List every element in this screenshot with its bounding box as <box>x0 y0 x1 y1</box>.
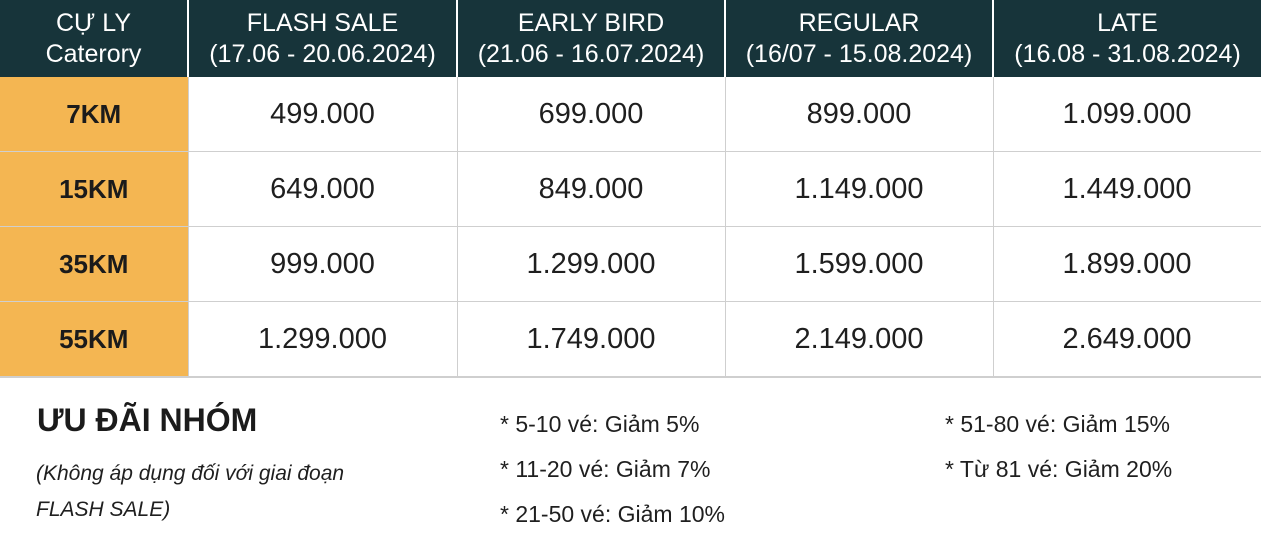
discount-list-left: * 5-10 vé: Giảm 5% * 11-20 vé: Giảm 7% *… <box>500 402 725 537</box>
price-cell: 1.149.000 <box>724 151 994 227</box>
phase-name: LATE <box>1097 8 1158 37</box>
price-cell: 1.099.000 <box>992 77 1261 152</box>
distance-cell: 55KM <box>0 301 189 377</box>
header-category-line1: CỰ LY <box>55 8 132 37</box>
distance-cell: 7KM <box>0 77 189 152</box>
price-cell: 2.649.000 <box>992 301 1261 377</box>
phase-dates: (16/07 - 15.08.2024) <box>745 39 973 68</box>
price-cell: 899.000 <box>724 77 994 152</box>
discount-list-right: * 51-80 vé: Giảm 15% * Từ 81 vé: Giảm 20… <box>945 402 1172 492</box>
price-cell: 699.000 <box>456 77 726 152</box>
price-cell: 1.449.000 <box>992 151 1261 227</box>
table-row: 35KM 999.000 1.299.000 1.599.000 1.899.0… <box>0 226 1261 302</box>
discount-item: * 11-20 vé: Giảm 7% <box>500 456 711 482</box>
header-early-bird: EARLY BIRD (21.06 - 16.07.2024) <box>457 0 726 77</box>
phase-dates: (17.06 - 20.06.2024) <box>209 39 436 68</box>
phase-name: EARLY BIRD <box>517 8 665 37</box>
phase-dates: (16.08 - 31.08.2024) <box>1014 39 1241 68</box>
distance-cell: 35KM <box>0 226 189 302</box>
price-cell: 1.299.000 <box>187 301 458 377</box>
phase-name: FLASH SALE <box>246 8 399 37</box>
group-offer-section: ƯU ĐÃI NHÓM (Không áp dụng đối với giai … <box>0 377 1261 537</box>
price-cell: 1.599.000 <box>724 226 994 302</box>
header-category: CỰ LY Caterory <box>0 0 189 77</box>
table-row: 15KM 649.000 849.000 1.149.000 1.449.000 <box>0 151 1261 227</box>
header-flash-sale: FLASH SALE (17.06 - 20.06.2024) <box>188 0 458 77</box>
distance-cell: 15KM <box>0 151 189 227</box>
price-cell: 999.000 <box>187 226 458 302</box>
header-regular: REGULAR (16/07 - 15.08.2024) <box>725 0 994 77</box>
discount-item: * 51-80 vé: Giảm 15% <box>945 411 1171 437</box>
table-row: 55KM 1.299.000 1.749.000 2.149.000 2.649… <box>0 301 1261 377</box>
price-cell: 2.149.000 <box>724 301 994 377</box>
price-cell: 849.000 <box>456 151 726 227</box>
header-row: CỰ LY Caterory FLASH SALE (17.06 - 20.06… <box>0 0 1261 77</box>
price-cell: 1.749.000 <box>456 301 726 377</box>
header-category-line2: Caterory <box>45 39 142 68</box>
discount-item: * 21-50 vé: Giảm 10% <box>500 501 726 527</box>
discount-item: * 5-10 vé: Giảm 5% <box>500 411 700 437</box>
price-cell: 1.299.000 <box>456 226 726 302</box>
price-cell: 499.000 <box>187 77 458 152</box>
phase-dates: (21.06 - 16.07.2024) <box>477 39 705 68</box>
price-cell: 649.000 <box>187 151 458 227</box>
price-cell: 1.899.000 <box>992 226 1261 302</box>
group-offer-note: (Không áp dụng đối với giai đoạn FLASH S… <box>36 462 345 521</box>
group-offer-title: ƯU ĐÃI NHÓM <box>37 402 258 438</box>
header-late: LATE (16.08 - 31.08.2024) <box>993 0 1261 77</box>
discount-item: * Từ 81 vé: Giảm 20% <box>945 456 1173 482</box>
price-table: CỰ LY Caterory FLASH SALE (17.06 - 20.06… <box>0 0 1261 377</box>
phase-name: REGULAR <box>798 8 920 37</box>
table-row: 7KM 499.000 699.000 899.000 1.099.000 <box>0 77 1261 152</box>
